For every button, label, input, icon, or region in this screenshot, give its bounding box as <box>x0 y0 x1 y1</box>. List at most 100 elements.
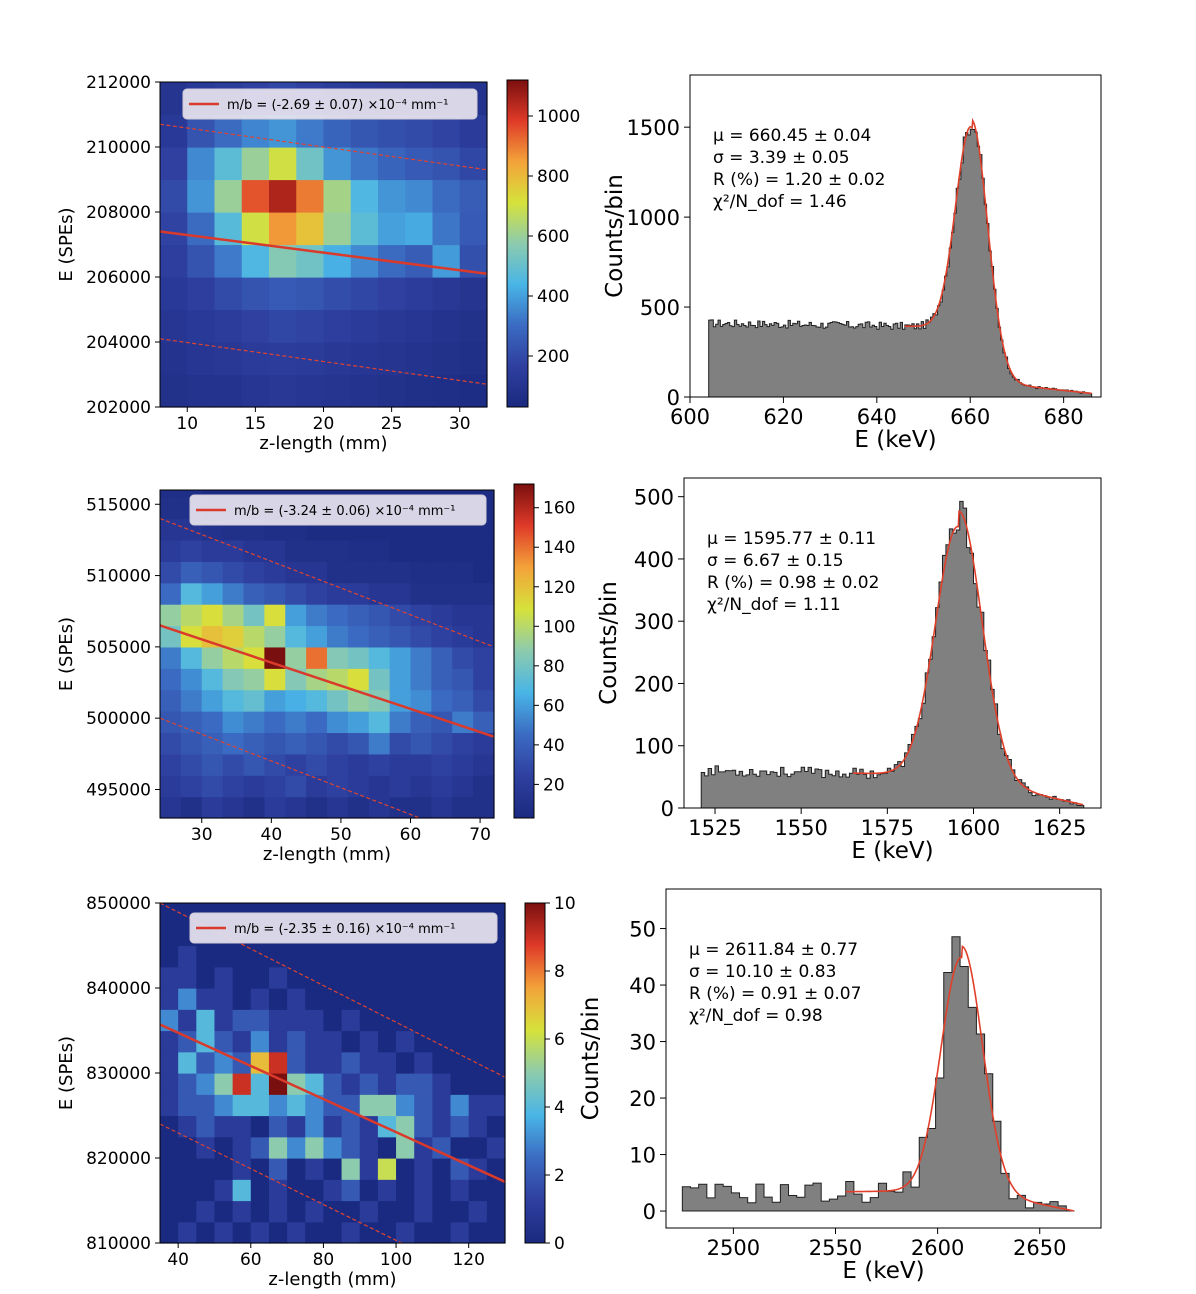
heatmap-cell <box>269 309 297 343</box>
x-tick-label: 1550 <box>774 816 827 840</box>
heatmap-cell <box>214 179 243 213</box>
colorbar-ticks: 0 2 4 6 8 10 <box>545 894 576 1254</box>
heatmap-cell <box>414 988 433 1010</box>
heatmap-cell <box>378 374 406 408</box>
heatmap-cell <box>323 1200 343 1223</box>
heatmap-cell <box>180 689 203 712</box>
y-tick-label: 50 <box>629 918 656 942</box>
heatmap-cell <box>285 582 307 605</box>
heatmap-cell <box>222 539 245 562</box>
heatmap-cell <box>214 1136 234 1159</box>
heatmap-cell <box>323 374 352 408</box>
heatmap-cell <box>285 604 307 627</box>
y-tick-label: 830000 <box>86 1064 151 1084</box>
heatmap-panel-1: m/b = (-2.69 ± 0.07) ×10⁻⁴ mm⁻¹ 10 15 20 25… <box>56 73 580 454</box>
x-axis-label: E (keV) <box>851 838 933 864</box>
heatmap-cell <box>396 1051 415 1074</box>
heatmap-cell <box>350 374 379 408</box>
heatmap-cell <box>306 646 328 669</box>
heatmap-cell <box>359 1030 379 1053</box>
heatmap-cell <box>160 966 179 989</box>
heatmap-cell <box>214 147 243 181</box>
heatmap-cell <box>201 689 224 712</box>
heatmap-cell <box>378 147 406 181</box>
heatmap-cell <box>347 582 370 605</box>
heatmap-cell <box>160 147 188 181</box>
heatmap-cell <box>323 244 352 278</box>
heatmap-cell <box>285 689 307 712</box>
heatmap-cell <box>347 561 370 584</box>
heatmap-cell <box>232 1115 252 1138</box>
heatmap-cell <box>196 1051 216 1074</box>
heatmap-cell <box>323 988 343 1010</box>
heatmap-cell <box>268 1030 288 1053</box>
heatmap-cell <box>486 1200 506 1223</box>
x-axis-label: E (keV) <box>854 427 936 453</box>
heatmap-cell <box>473 490 495 498</box>
y-tick-label: 0 <box>667 386 680 410</box>
heatmap-cell <box>389 561 412 584</box>
fit-overlay <box>160 517 494 818</box>
x-tick-label: 70 <box>469 825 491 845</box>
x-tick-label: 60 <box>240 1250 262 1270</box>
heatmap-cell <box>347 753 370 776</box>
legend-text: m/b = (-2.69 ± 0.07) ×10⁻⁴ mm⁻¹ <box>227 98 449 113</box>
fit-line <box>160 624 494 738</box>
heatmap-cell <box>187 244 216 278</box>
heatmap-cell <box>327 732 349 755</box>
heatmap-cell <box>180 582 203 605</box>
x-tick-label: 1625 <box>1033 816 1086 840</box>
heatmap-cell <box>287 945 306 968</box>
heatmap-cell <box>350 277 379 311</box>
heatmap-cell <box>214 1200 234 1223</box>
x-tick-label: 1525 <box>688 816 741 840</box>
heatmap-cell <box>327 490 349 498</box>
y-tick-label: 505000 <box>86 638 151 658</box>
heatmap-cell <box>410 711 432 734</box>
heatmap-cell <box>285 711 307 734</box>
heatmap-cell <box>196 1009 216 1032</box>
heatmap-cell <box>264 711 286 734</box>
heatmap-cell <box>296 114 325 148</box>
heatmap-cell <box>268 988 288 1010</box>
colorbar-tick-label: 10 <box>554 894 576 914</box>
heatmap-cell <box>160 1179 179 1202</box>
heatmap-cell <box>486 1009 506 1032</box>
heatmap-cell <box>268 966 288 989</box>
heatmap-cell <box>250 1179 270 1202</box>
heatmap-cell <box>396 1073 415 1095</box>
y-tick-label: 515000 <box>86 495 151 515</box>
heatmap-cell <box>232 1030 252 1053</box>
x-ticks: 1525 1550 1575 1600 1625 <box>688 808 1086 840</box>
x-ticks: 2500 2550 2600 2650 <box>707 1228 1066 1260</box>
heatmap-cell <box>222 689 245 712</box>
heatmap-cell <box>264 646 286 669</box>
y-tick-label: 204000 <box>86 333 151 353</box>
histogram-panel-2: 1525 1550 1575 1600 1625 0 100 200 300 400 500 E … <box>596 477 1102 864</box>
heatmap-cell <box>160 497 182 520</box>
heatmap-cell <box>178 966 197 989</box>
x-axis-label: z-length (mm) <box>259 433 387 454</box>
heatmap-cell <box>432 1221 452 1244</box>
heatmap-cell <box>450 988 470 1010</box>
heatmap-cell <box>473 775 495 798</box>
colorbar-tick-label: 60 <box>543 696 565 716</box>
heatmap-cell <box>414 1094 433 1117</box>
band-lower-line <box>160 1123 403 1243</box>
heatmap-cell <box>323 1051 343 1074</box>
heatmap-cell <box>389 604 412 627</box>
heatmap-cell <box>377 1073 397 1095</box>
heatmap-cell <box>396 945 415 968</box>
heatmap-cell <box>473 689 495 712</box>
heatmap-cell <box>285 732 307 755</box>
heatmap-cell <box>222 582 245 605</box>
y-ticks: 495000 500000 505000 510000 515000 <box>86 495 160 800</box>
heatmap-cell <box>377 1009 397 1032</box>
y-tick-label: 30 <box>629 1031 656 1055</box>
heatmap-cell <box>305 1200 325 1223</box>
heatmap-cell <box>323 179 352 213</box>
x-tick-label: 2500 <box>707 1236 760 1260</box>
x-tick-label: 30 <box>191 825 213 845</box>
histogram-bars <box>681 936 1075 1212</box>
heatmap-cell <box>327 561 349 584</box>
